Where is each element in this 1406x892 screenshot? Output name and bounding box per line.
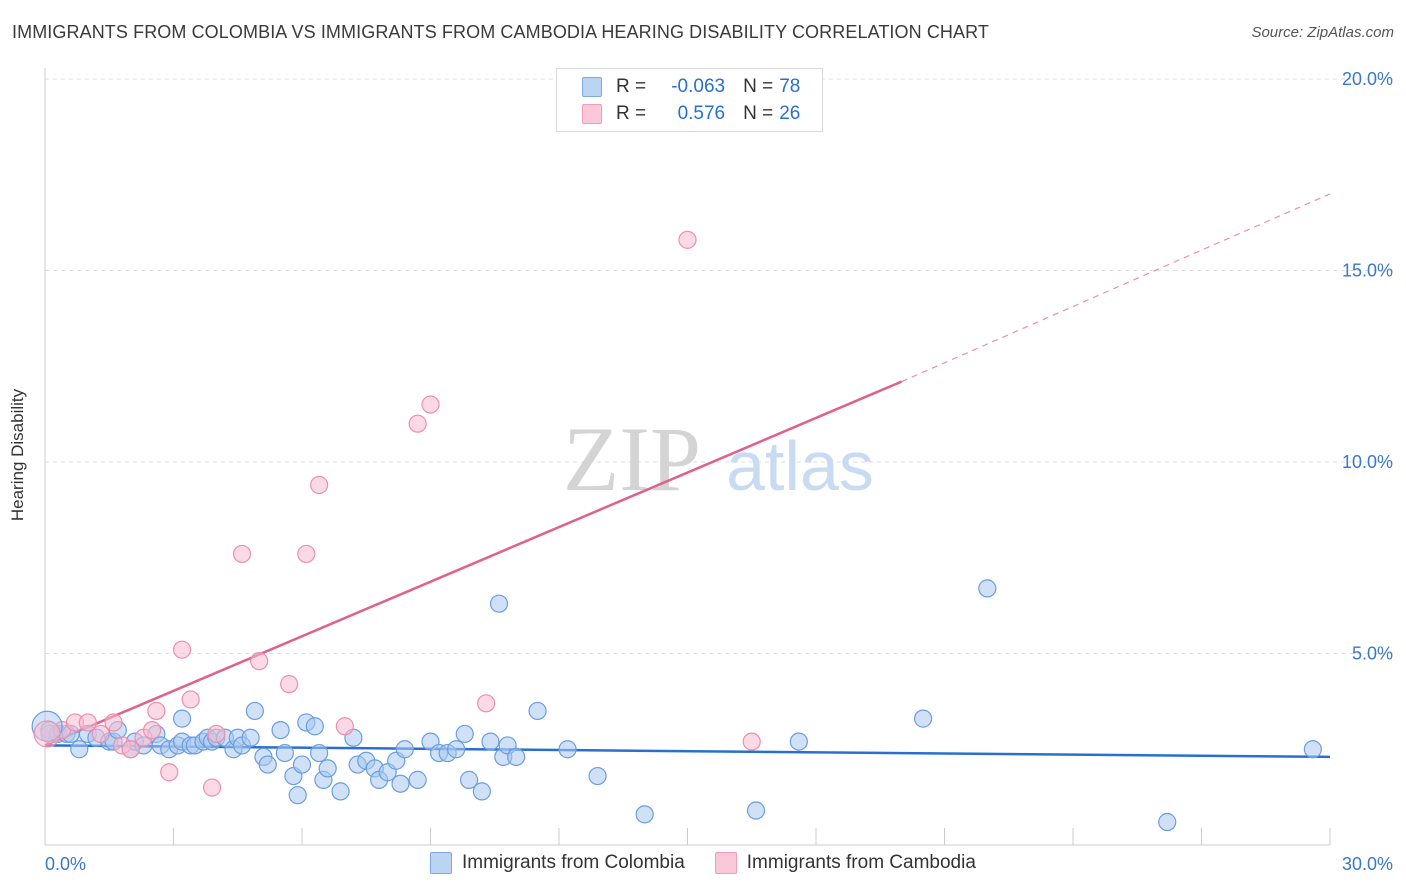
cambodia-point xyxy=(104,713,123,732)
colombia-point xyxy=(271,720,290,740)
data-points xyxy=(31,230,1322,832)
cambodia-point xyxy=(232,544,252,564)
y-tick-label: 15.0% xyxy=(1342,261,1393,281)
x-tick-label: 30.0% xyxy=(1342,854,1393,874)
n-value: 26 xyxy=(779,103,801,124)
colombia-legend-swatch xyxy=(430,852,452,874)
n-label: N = xyxy=(743,103,774,124)
colombia-point xyxy=(1158,812,1177,832)
cambodia-point xyxy=(408,414,427,433)
x-tick-label: 0.0% xyxy=(45,854,86,874)
colombia-point xyxy=(746,801,766,820)
legend-row-cambodia: R = 0.576 N = 26 xyxy=(582,103,800,125)
cambodia-point xyxy=(172,640,192,659)
cambodia-point xyxy=(297,544,316,564)
colombia-point xyxy=(258,755,277,774)
colombia-point xyxy=(447,740,466,759)
y-tick-label: 10.0% xyxy=(1342,452,1393,472)
cambodia-point xyxy=(121,740,140,759)
cambodia-point xyxy=(678,230,697,249)
tick-labels: 5.0% 10.0% 15.0% 20.0% 0.0% 30.0% xyxy=(45,69,1393,874)
cambodia-point xyxy=(310,475,329,495)
cambodia-point xyxy=(477,694,496,713)
cambodia-trend-extension xyxy=(901,193,1331,383)
r-label: R = xyxy=(616,76,647,97)
colombia-point xyxy=(528,701,547,721)
colombia-point xyxy=(31,710,63,742)
cambodia-point xyxy=(142,720,162,740)
colombia-point xyxy=(588,766,607,786)
cambodia-legend-swatch xyxy=(714,852,737,874)
colombia-point xyxy=(241,728,260,747)
cambodia-point xyxy=(181,690,200,709)
legend-item-colombia: Immigrants from Colombia xyxy=(430,852,685,874)
n-value: 78 xyxy=(779,76,801,97)
colombia-point xyxy=(70,740,89,759)
colombia-point xyxy=(331,782,350,801)
colombia-point xyxy=(292,755,312,774)
source-label: Source: ZipAtlas.com xyxy=(1251,24,1394,41)
colombia-point xyxy=(978,579,997,598)
grid-lines xyxy=(45,78,1395,654)
y-tick-label: 5.0% xyxy=(1352,644,1393,664)
cambodia-swatch xyxy=(582,104,602,124)
r-value: 0.576 xyxy=(677,103,726,124)
r-label: R = xyxy=(616,103,647,124)
colombia-point xyxy=(395,740,414,759)
watermark: ZIP atlas xyxy=(563,408,874,510)
colombia-point xyxy=(472,782,491,801)
watermark-atlas: atlas xyxy=(726,427,874,505)
cambodia-point xyxy=(91,724,110,744)
cambodia-point xyxy=(250,652,269,671)
colombia-point xyxy=(481,732,500,751)
stats-legend: R = -0.063 N = 78 R = 0.576 N = 26 xyxy=(556,68,823,132)
colombia-point xyxy=(789,732,808,751)
cambodia-point xyxy=(147,701,166,721)
cambodia-point xyxy=(78,713,97,732)
cambodia-point xyxy=(33,720,61,748)
n-label: N = xyxy=(743,76,774,97)
chart-title: IMMIGRANTS FROM COLOMBIA VS IMMIGRANTS F… xyxy=(12,22,990,42)
colombia-trend-line xyxy=(44,744,1331,759)
r-value: -0.063 xyxy=(671,76,726,97)
y-tick-label: 20.0% xyxy=(1342,69,1393,89)
cambodia-point xyxy=(160,763,179,782)
y-axis-label: Hearing Disability xyxy=(8,388,27,522)
colombia-point xyxy=(245,701,264,721)
colombia-point xyxy=(172,709,192,728)
colombia-point xyxy=(489,594,509,613)
colombia-point xyxy=(310,743,329,763)
colombia-point xyxy=(318,759,337,778)
colombia-point xyxy=(1303,740,1322,759)
cambodia-point xyxy=(280,675,299,694)
cambodia-point xyxy=(207,724,226,744)
colombia-point xyxy=(288,786,307,805)
legend-row-colombia: R = -0.063 N = 78 xyxy=(582,76,800,98)
colombia-point xyxy=(558,740,577,759)
cambodia-legend-label: Immigrants from Cambodia xyxy=(746,852,976,873)
cambodia-point xyxy=(335,717,354,736)
cambodia-point xyxy=(202,778,222,797)
colombia-point xyxy=(459,770,479,789)
colombia-point xyxy=(635,805,654,824)
colombia-point xyxy=(275,743,294,763)
cambodia-point xyxy=(742,732,761,751)
colombia-point xyxy=(455,724,474,744)
colombia-point xyxy=(913,709,933,728)
colombia-point xyxy=(408,770,427,789)
cambodia-point xyxy=(421,395,440,414)
trend-lines xyxy=(44,193,1331,759)
colombia-point xyxy=(305,717,324,736)
legend-item-cambodia: Immigrants from Cambodia xyxy=(714,852,976,874)
colombia-legend-label: Immigrants from Colombia xyxy=(462,852,685,873)
colombia-point xyxy=(507,747,526,767)
cambodia-trend-line xyxy=(44,380,903,747)
colombia-point xyxy=(391,774,410,793)
colombia-swatch xyxy=(582,77,602,97)
watermark-zip: ZIP xyxy=(563,408,701,510)
series-legend: Immigrants from Colombia Immigrants from… xyxy=(430,852,1006,874)
